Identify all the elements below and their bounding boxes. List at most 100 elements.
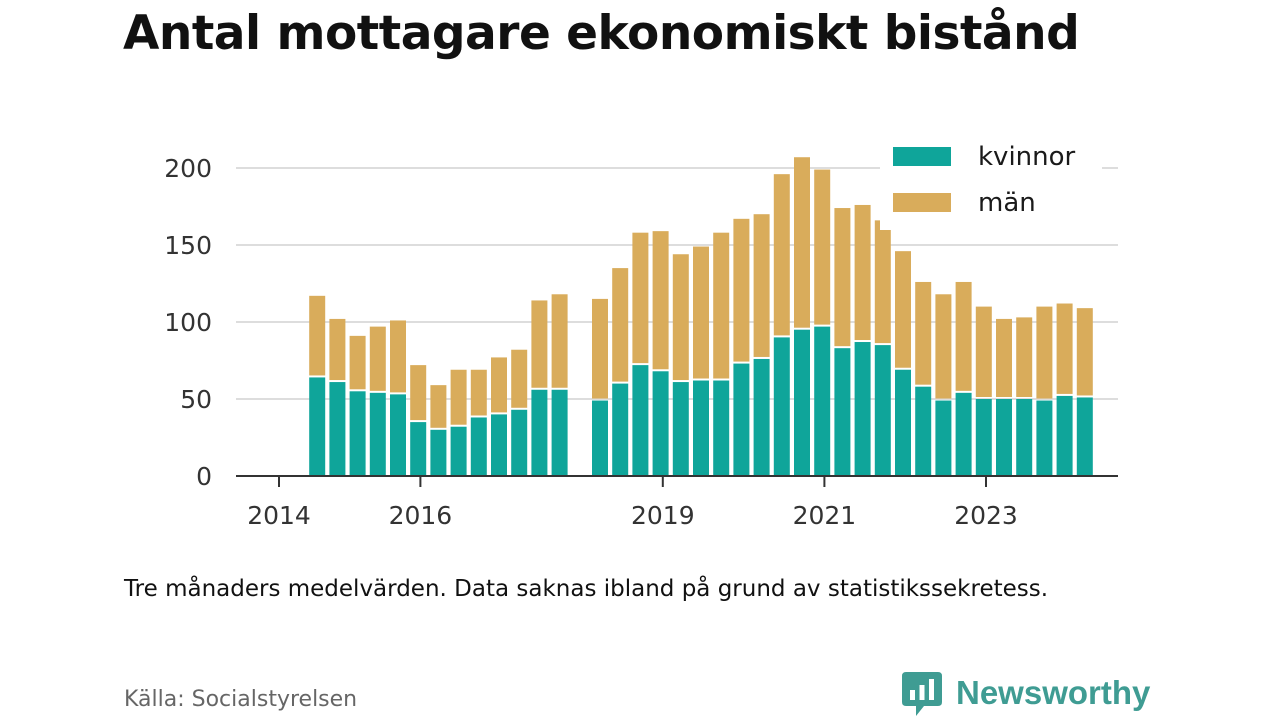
x-tick-label: 2021 bbox=[793, 501, 857, 530]
legend: kvinnor män bbox=[880, 138, 1102, 230]
bar-man bbox=[814, 169, 831, 325]
bar-man bbox=[551, 294, 568, 388]
bar-man bbox=[834, 208, 851, 347]
bar-man bbox=[329, 318, 346, 381]
bar-man bbox=[309, 295, 326, 376]
bar-kvinnor bbox=[369, 392, 386, 476]
bar-kvinnor bbox=[410, 422, 427, 476]
bar-kvinnor bbox=[390, 394, 406, 476]
y-tick-label: 100 bbox=[164, 308, 212, 337]
bar-kvinnor bbox=[329, 382, 346, 476]
bar-kvinnor bbox=[632, 365, 649, 476]
legend-swatch bbox=[893, 147, 951, 166]
bar-kvinnor bbox=[1076, 397, 1093, 476]
chart-title: Antal mottagare ekonomiskt bistånd bbox=[123, 6, 1080, 61]
stacked-bar-chart: 0 50 100 150 200 2014 2016 2019 2021 2023 kvinnor… bbox=[164, 138, 1118, 530]
y-tick-label: 150 bbox=[164, 231, 212, 260]
bar-man bbox=[753, 214, 770, 357]
bar-kvinnor bbox=[773, 337, 790, 476]
bar-kvinnor bbox=[491, 414, 507, 476]
bar-man bbox=[612, 268, 629, 382]
bar-kvinnor bbox=[733, 363, 750, 476]
bar-kvinnor bbox=[814, 326, 831, 476]
bar-man bbox=[733, 218, 750, 362]
bar-man bbox=[632, 232, 649, 364]
bar-man bbox=[1076, 308, 1093, 396]
bar-kvinnor bbox=[996, 399, 1012, 476]
bar-man bbox=[672, 254, 689, 381]
bar-kvinnor bbox=[652, 371, 669, 476]
bar-kvinnor bbox=[895, 369, 911, 476]
y-tick-label: 50 bbox=[180, 385, 212, 414]
x-tick-label: 2023 bbox=[954, 501, 1018, 530]
bar-kvinnor bbox=[612, 383, 629, 476]
bar-kvinnor bbox=[511, 409, 528, 476]
brand-logo[interactable]: Newsworthy bbox=[902, 668, 1150, 718]
bar-man bbox=[955, 281, 972, 391]
bar-kvinnor bbox=[551, 389, 568, 476]
bar-man bbox=[390, 320, 406, 393]
bar-man bbox=[895, 251, 911, 368]
brand-name: Newsworthy bbox=[956, 674, 1151, 711]
bar-man bbox=[935, 294, 952, 399]
bar-man bbox=[369, 326, 386, 391]
bar-man bbox=[349, 335, 366, 390]
bar-man bbox=[915, 281, 932, 385]
bar-kvinnor bbox=[531, 389, 548, 476]
bar-kvinnor bbox=[592, 400, 608, 476]
bar-kvinnor bbox=[470, 417, 487, 476]
source-credit: Källa: Socialstyrelsen bbox=[124, 687, 358, 712]
bar-kvinnor bbox=[450, 426, 467, 476]
y-tick-label: 200 bbox=[164, 154, 212, 183]
bar-kvinnor bbox=[1056, 395, 1073, 476]
bar-kvinnor bbox=[975, 399, 992, 476]
bar-man bbox=[794, 157, 810, 328]
bar-man bbox=[470, 369, 487, 416]
bar-man bbox=[854, 204, 871, 341]
bar-chart-speech-bubble-icon bbox=[902, 672, 942, 716]
bar-man bbox=[996, 318, 1012, 397]
bar-man bbox=[410, 365, 427, 421]
bar-kvinnor bbox=[672, 382, 689, 476]
x-tick-label: 2019 bbox=[631, 501, 695, 530]
bar-man bbox=[693, 246, 709, 379]
bar-kvinnor bbox=[955, 392, 972, 476]
axes: 0 50 100 150 200 2014 2016 2019 2021 2023 bbox=[164, 154, 1118, 530]
bar-kvinnor bbox=[349, 391, 366, 476]
bar-man bbox=[1016, 317, 1033, 397]
legend-swatch bbox=[893, 193, 951, 212]
bar-kvinnor bbox=[915, 386, 932, 476]
bar-man bbox=[1056, 303, 1073, 394]
bar-man bbox=[592, 298, 608, 399]
x-tick-label: 2016 bbox=[389, 501, 453, 530]
legend-label: män bbox=[978, 188, 1036, 218]
bar-man bbox=[450, 369, 467, 425]
bar-man bbox=[975, 306, 992, 397]
bar-kvinnor bbox=[935, 400, 952, 476]
chart-note: Tre månaders medelvärden. Data saknas ib… bbox=[124, 576, 1049, 602]
x-tick-label: 2014 bbox=[247, 501, 311, 530]
bars bbox=[309, 157, 1093, 476]
y-tick-label: 0 bbox=[196, 462, 212, 491]
bar-kvinnor bbox=[794, 329, 810, 476]
bar-man bbox=[1036, 306, 1053, 399]
bar-kvinnor bbox=[834, 348, 851, 476]
bar-man bbox=[491, 357, 507, 413]
bar-man bbox=[713, 232, 730, 379]
bar-man bbox=[874, 220, 891, 344]
bar-man bbox=[511, 349, 528, 408]
bar-kvinnor bbox=[430, 429, 447, 476]
bar-man bbox=[531, 300, 548, 388]
legend-label: kvinnor bbox=[978, 142, 1076, 172]
bar-kvinnor bbox=[854, 342, 871, 476]
bar-man bbox=[430, 385, 447, 428]
bar-kvinnor bbox=[753, 358, 770, 476]
bar-kvinnor bbox=[874, 345, 891, 476]
bar-man bbox=[773, 174, 790, 336]
bar-kvinnor bbox=[713, 380, 730, 476]
bar-man bbox=[652, 231, 669, 370]
bar-kvinnor bbox=[309, 377, 326, 476]
bar-kvinnor bbox=[1016, 399, 1033, 476]
bar-kvinnor bbox=[1036, 400, 1053, 476]
bar-kvinnor bbox=[693, 380, 709, 476]
